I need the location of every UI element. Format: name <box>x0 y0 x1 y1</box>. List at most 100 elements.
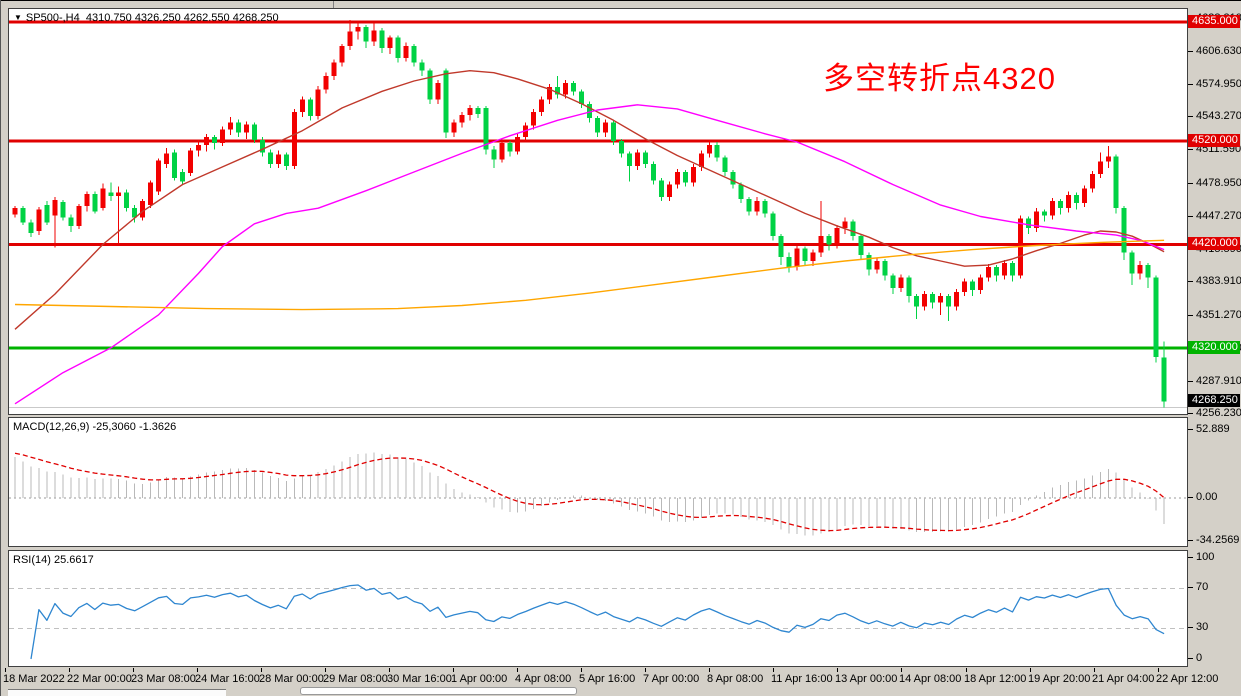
window-left-border <box>0 0 1 696</box>
candle-body <box>922 294 928 307</box>
time-tick-mark <box>1030 668 1031 672</box>
candle-body <box>866 254 872 270</box>
candle-body <box>227 122 233 130</box>
rsi-tick-0-dash <box>1188 658 1193 659</box>
rsi-tick-0: 0 <box>1196 652 1203 664</box>
price-tick-4478.950-dash <box>1188 183 1193 184</box>
candle-body <box>818 236 824 253</box>
candle-body <box>611 122 616 142</box>
candle-body <box>331 62 337 76</box>
macd-signal-line <box>14 452 1165 532</box>
macd-tick-52.889: 52.889 <box>1196 423 1230 435</box>
candle-body <box>1137 265 1143 274</box>
candle-body <box>451 122 457 133</box>
time-label-13-Apr-00-00: 13 Apr 00:00 <box>835 673 898 685</box>
price-tick-4351.270-dash <box>1188 315 1193 316</box>
scrollbar-thumb[interactable] <box>300 687 577 695</box>
rsi-tick-70-dash <box>1188 587 1193 588</box>
candle-body <box>626 153 632 166</box>
candle-body <box>1089 174 1095 189</box>
toolbar-divider <box>333 1 334 8</box>
candle-body <box>371 30 377 42</box>
candle-body <box>770 213 776 237</box>
price-axis[interactable]: 4638.3104606.6304574.9504543.2704511.590… <box>1188 0 1241 696</box>
ma-long-orange <box>14 239 1165 311</box>
window-top-border <box>0 0 1241 1</box>
time-tick-mark <box>645 668 646 672</box>
level-badge-4520.000: 4520.000 <box>1188 134 1240 147</box>
candle-body <box>754 201 760 212</box>
candle-body <box>411 45 417 63</box>
candle-body <box>235 122 241 133</box>
time-label-29-Mar-08-00: 29 Mar 08:00 <box>323 673 388 685</box>
rsi-panel[interactable]: RSI(14) 25.6617 <box>8 550 1188 667</box>
candle-body <box>379 30 385 48</box>
candle-body <box>395 37 401 59</box>
time-label-22-Apr-12-00: 22 Apr 12:00 <box>1156 673 1219 685</box>
candle-body <box>140 201 146 218</box>
level-badge-4420.000: 4420.000 <box>1188 237 1240 250</box>
scrollbar-track[interactable] <box>8 689 226 696</box>
price-tick-4287.910-dash <box>1188 381 1193 382</box>
chart-annotation-text[interactable]: 多空转折点4320 <box>823 61 1056 96</box>
time-label-24-Mar-16-00: 24 Mar 16:00 <box>195 673 260 685</box>
time-label-19-Apr-20-00: 19 Apr 20:00 <box>1028 673 1091 685</box>
time-label-1-Apr-00-00: 1 Apr 00:00 <box>451 673 508 685</box>
quote-close: 4268.250 <box>232 12 279 24</box>
candle-body <box>172 152 178 179</box>
price-tick-4447.270-dash <box>1188 216 1193 217</box>
macd-tick-0.00: 0.00 <box>1196 491 1218 503</box>
candle-body <box>387 37 393 48</box>
bottom-scrollbar-area <box>0 686 1241 696</box>
time-tick-mark <box>837 668 838 672</box>
macd-label: MACD(12,26,9) -25,3060 -1.3626 <box>13 421 177 433</box>
price-tick-4383.910-dash <box>1188 281 1193 282</box>
time-axis[interactable]: 18 Mar 2022 22 Mar 00:00 23 Mar 08:00 24 Ma… <box>0 667 1241 686</box>
symbol-dropdown-icon[interactable]: ▼ <box>14 13 22 22</box>
candle-body <box>1153 277 1159 358</box>
candle-body <box>148 182 154 206</box>
candle-body <box>1010 263 1015 276</box>
candle-body <box>850 221 856 237</box>
level-badge-4635.000: 4635.000 <box>1188 15 1240 28</box>
candle-body <box>563 83 569 95</box>
time-tick-mark <box>5 668 6 672</box>
candle-body <box>156 160 162 192</box>
time-label-18-Apr-12-00: 18 Apr 12:00 <box>964 673 1027 685</box>
candle-body <box>954 292 960 307</box>
time-label-30-Mar-16-00: 30 Mar 16:00 <box>387 673 452 685</box>
macd-canvas[interactable] <box>9 418 1187 546</box>
time-tick-mark <box>389 668 390 672</box>
candle-body <box>1065 194 1071 209</box>
rsi-label: RSI(14) 25.6617 <box>13 554 94 566</box>
time-tick-mark <box>966 668 967 672</box>
candle-body <box>259 139 265 153</box>
candle-body <box>1161 357 1167 402</box>
candle-body <box>579 91 585 104</box>
candle-body <box>946 296 952 307</box>
candle-body <box>778 236 784 257</box>
candle-body <box>618 141 624 154</box>
candle-body <box>299 99 305 113</box>
candle-body <box>108 192 114 196</box>
candle-body <box>28 222 34 234</box>
price-chart-canvas[interactable] <box>9 9 1187 414</box>
candle-body <box>842 221 848 228</box>
candle-body <box>84 193 90 207</box>
time-tick-mark <box>453 668 454 672</box>
time-tick-mark <box>261 668 262 672</box>
candle-body <box>483 107 489 150</box>
rsi-canvas[interactable] <box>9 551 1187 666</box>
candle-body <box>666 184 672 197</box>
main-chart-panel[interactable]: ▼ SP500-,H4 4310.750 4326.250 4262.550 42… <box>8 8 1188 415</box>
candle-body <box>355 27 361 32</box>
candle-body <box>100 188 106 209</box>
candle-body <box>634 152 640 166</box>
price-tick-4543.270: 4543.270 <box>1196 110 1241 122</box>
rsi-tick-30: 30 <box>1196 621 1209 633</box>
time-tick-mark <box>901 668 902 672</box>
time-tick-mark <box>197 668 198 672</box>
macd-panel[interactable]: MACD(12,26,9) -25,3060 -1.3626 <box>8 417 1188 547</box>
candle-body <box>1145 265 1151 278</box>
candle-body <box>658 180 664 197</box>
